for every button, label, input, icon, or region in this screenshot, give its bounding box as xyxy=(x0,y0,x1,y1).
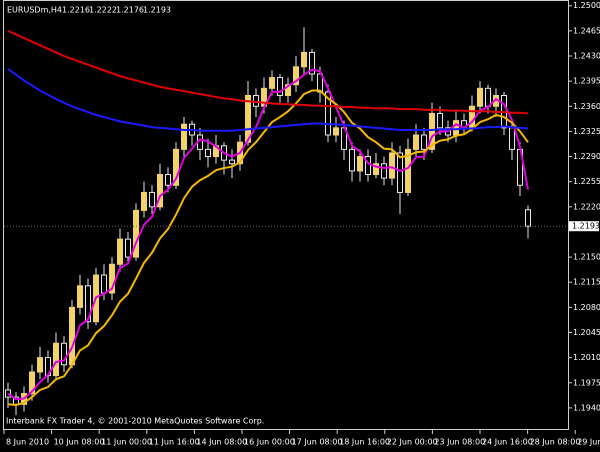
y-tick-label: 1.2150 xyxy=(573,253,600,262)
candle-body xyxy=(245,95,251,143)
candle-body xyxy=(101,274,107,294)
candle-body xyxy=(405,148,411,193)
price-box xyxy=(569,221,599,232)
candle-body xyxy=(125,238,131,258)
candle-body xyxy=(141,191,147,211)
candle-body xyxy=(181,123,187,150)
y-tick-label: 1.1975 xyxy=(573,378,600,387)
candle-body xyxy=(365,156,371,176)
ohlc-high: 1.2222 xyxy=(89,6,117,15)
x-tick-label: 17 Jun 08:00 xyxy=(292,438,343,447)
candle-body xyxy=(325,91,331,136)
x-tick-label: 14 Jun 08:00 xyxy=(196,438,247,447)
y-tick-label: 1.2465 xyxy=(573,26,600,35)
y-tick-label: 1.2010 xyxy=(573,353,600,362)
moving-average xyxy=(7,29,529,115)
x-tick-label: 23 Jun 08:00 xyxy=(434,438,485,447)
candle-body xyxy=(453,120,459,136)
candle-body xyxy=(37,357,43,373)
candle-body xyxy=(333,127,339,136)
candle-body xyxy=(269,77,275,89)
candle-body xyxy=(109,263,115,294)
candle-body xyxy=(509,127,515,150)
price-label: 1.2193 xyxy=(572,222,600,231)
candle-body xyxy=(293,66,299,86)
candle-body xyxy=(397,152,403,193)
candle-body xyxy=(525,209,531,227)
ohlc-low: 1.2176 xyxy=(116,6,144,15)
candle-body xyxy=(133,209,139,258)
y-tick-label: 1.2255 xyxy=(573,177,600,186)
candle-body xyxy=(429,112,435,150)
candle-body xyxy=(421,134,427,150)
y-tick-label: 1.2360 xyxy=(573,102,600,111)
candle-body xyxy=(157,174,163,208)
candle-body xyxy=(69,306,75,366)
candle-body xyxy=(85,285,91,323)
candle-body xyxy=(165,174,171,186)
candle-body xyxy=(349,148,355,172)
moving-average xyxy=(7,68,529,401)
candle-body xyxy=(61,342,67,366)
y-tick-label: 1.2080 xyxy=(573,303,600,312)
y-tick-label: 1.2220 xyxy=(573,202,600,211)
plot-frame xyxy=(3,0,569,430)
x-tick-label: 11 Jun 16:00 xyxy=(149,438,200,447)
candle-body xyxy=(149,191,155,208)
candle-body xyxy=(277,77,283,97)
candle-body xyxy=(309,51,315,75)
x-tick-label: 28 Jun 08:00 xyxy=(530,438,581,447)
chart-title: EURUSDm,H4 xyxy=(7,6,62,15)
ohlc-open: 1.2216 xyxy=(62,6,90,15)
x-tick-label: 22 Jun 00:00 xyxy=(387,438,438,447)
x-tick-label: 8 Jun 2010 xyxy=(6,438,49,447)
footer: Interbank FX Trader 4, © 2001-2010 MetaQ… xyxy=(6,417,264,426)
x-tick-label: 29 Jun 08:00 xyxy=(577,438,600,447)
x-tick-label: 24 Jun 16:00 xyxy=(482,438,533,447)
candle-body xyxy=(117,238,123,265)
candle-body xyxy=(381,163,387,179)
candle-body xyxy=(413,134,419,150)
candle-body xyxy=(29,371,35,395)
candle-body xyxy=(229,159,235,165)
x-tick-label: 11 Jun 00:00 xyxy=(101,438,152,447)
candle-body xyxy=(173,148,179,186)
x-tick-label: 18 Jun 16:00 xyxy=(339,438,390,447)
candle-body xyxy=(357,156,363,172)
candle-body xyxy=(53,342,59,377)
candle-body xyxy=(205,148,211,158)
ohlc-close: 1.2193 xyxy=(143,6,171,15)
candle-body xyxy=(373,163,379,176)
x-tick-label: 10 Jun 08:00 xyxy=(54,438,105,447)
candle-body xyxy=(437,112,443,129)
x-tick-label: 16 Jun 00:00 xyxy=(244,438,295,447)
candle-body xyxy=(469,105,475,129)
candle-body xyxy=(485,87,491,107)
y-tick-label: 1.2500 xyxy=(573,1,600,10)
moving-average xyxy=(7,68,529,132)
y-tick-label: 1.2045 xyxy=(573,328,600,337)
candle-body xyxy=(285,84,291,97)
candle-body xyxy=(301,51,307,68)
y-tick-label: 1.2395 xyxy=(573,77,600,86)
y-tick-label: 1.1940 xyxy=(573,403,600,412)
candle-body xyxy=(77,285,83,308)
candle-body xyxy=(477,87,483,107)
y-tick-label: 1.2290 xyxy=(573,152,600,161)
y-tick-label: 1.2325 xyxy=(573,127,600,136)
y-tick-label: 1.2430 xyxy=(573,52,600,61)
candle-body xyxy=(317,73,323,93)
candle-body xyxy=(389,152,395,179)
y-tick-label: 1.2115 xyxy=(573,278,600,287)
